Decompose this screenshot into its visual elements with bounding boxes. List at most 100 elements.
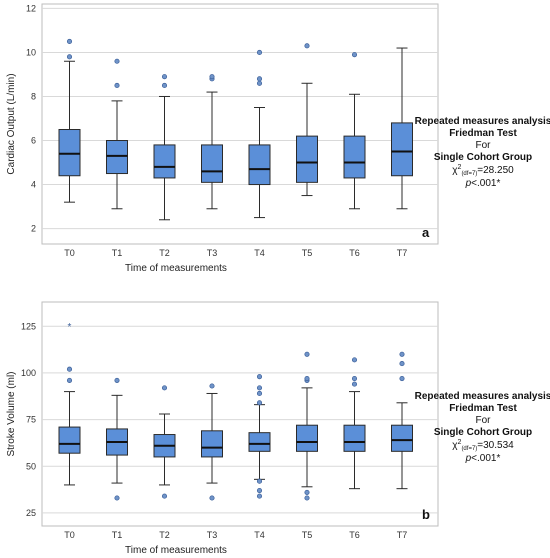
- outlier-point: [114, 82, 120, 89]
- boxplots: *: [58, 322, 413, 501]
- y-tick-labels: 2 4 6 8 10 12: [26, 3, 36, 233]
- x-tick-label: T3: [207, 248, 218, 258]
- y-axis-title: Cardiac Output (L/min): [6, 73, 17, 174]
- outlier-point: [161, 82, 168, 89]
- y-tick-labels: 25 50 75 100 125: [21, 321, 36, 518]
- boxplot-t0: [58, 38, 81, 203]
- outlier-point: [399, 361, 405, 367]
- outlier-point: [256, 400, 263, 406]
- outlier-point: [209, 495, 215, 501]
- outlier-point: [161, 74, 168, 80]
- outlier-point: [304, 495, 310, 501]
- box-iqr: [248, 144, 271, 186]
- box-iqr: [58, 426, 81, 454]
- outlier-point: [66, 38, 73, 44]
- outlier-point: [256, 493, 263, 499]
- chi-subscript: (df=7): [461, 171, 477, 177]
- x-tick-label: T1: [112, 248, 123, 258]
- y-tick-label: 6: [31, 136, 36, 146]
- y-tick-label: 100: [21, 368, 36, 378]
- stats-annotation: Repeated measures analysis Friedman Test…: [415, 391, 550, 464]
- chi-symbol: χ: [452, 440, 458, 451]
- box-iqr: [296, 135, 318, 183]
- panel-label: a: [422, 225, 430, 240]
- extreme-point: *: [68, 322, 72, 333]
- boxplot-t7: [391, 47, 413, 210]
- outlier-point: [161, 493, 168, 499]
- box-iqr: [58, 129, 81, 177]
- x-tick-label: T5: [302, 530, 313, 540]
- annotation-line: Single Cohort Group: [434, 427, 532, 438]
- statistic-line: χ2(df=7)=30.534: [452, 439, 514, 452]
- outlier-point: [304, 43, 310, 49]
- grid-lines: [42, 325, 438, 514]
- outlier-point: [304, 351, 310, 357]
- stats-annotation: Repeated measures analysis Friedman Test…: [415, 116, 550, 189]
- boxplot-t1: [106, 377, 128, 501]
- box-iqr: [153, 144, 176, 179]
- x-tick-label: T6: [349, 530, 360, 540]
- box-iqr: [201, 144, 223, 183]
- outlier-point: [351, 375, 358, 382]
- outlier-point: [114, 377, 120, 383]
- boxplot-t3: [201, 74, 223, 210]
- box-iqr: [391, 122, 413, 177]
- box-iqr: [201, 430, 223, 458]
- outlier-point: [66, 377, 73, 383]
- y-tick-label: 75: [26, 415, 36, 425]
- box-iqr: [343, 135, 366, 179]
- boxplots: [58, 38, 413, 221]
- outlier-point: [256, 385, 263, 391]
- p-text: <.001*: [471, 178, 500, 189]
- p-symbol: p: [465, 453, 472, 464]
- boxplot-t5: [296, 351, 318, 501]
- x-tick-label: T5: [302, 248, 313, 258]
- grid-lines: [42, 7, 438, 230]
- panel-b: 25 50 75 100 125 * T0 T1 T2 T3 T4 T5 T6 T7 Stroke V…: [6, 301, 550, 556]
- outlier-point: [114, 495, 120, 501]
- outlier-point: [256, 487, 263, 494]
- annotation-line: Repeated measures analysis: [415, 391, 550, 402]
- y-tick-label: 125: [21, 321, 36, 331]
- box-iqr: [391, 424, 413, 452]
- outlier-point: [351, 381, 358, 387]
- box-iqr: [296, 424, 318, 452]
- outlier-point: [66, 366, 73, 372]
- plot-frame: [41, 3, 439, 245]
- x-tick-label: T0: [64, 530, 75, 540]
- boxplot-t4: [248, 374, 271, 499]
- outlier-point: [304, 489, 310, 495]
- boxplot-t1: [106, 58, 128, 210]
- x-tick-label: T3: [207, 530, 218, 540]
- x-tick-label: T6: [349, 248, 360, 258]
- outlier-point: [256, 49, 263, 55]
- x-tick-labels: T0 T1 T2 T3 T4 T5 T6 T7: [64, 530, 407, 540]
- y-tick-label: 2: [31, 224, 36, 234]
- outlier-point: [351, 357, 358, 363]
- box-iqr: [343, 424, 366, 452]
- boxplot-t2: [153, 74, 176, 221]
- outlier-point: [114, 58, 120, 64]
- y-tick-label: 4: [31, 180, 36, 190]
- y-tick-label: 50: [26, 461, 36, 471]
- outlier-point: [351, 52, 358, 58]
- outlier-point: [256, 80, 263, 86]
- outlier-point: [209, 383, 215, 389]
- chi-value: =30.534: [477, 440, 514, 451]
- boxplot-t6: [343, 52, 366, 210]
- outlier-point: [256, 76, 263, 82]
- x-tick-label: T4: [254, 248, 265, 258]
- x-tick-label: T1: [112, 530, 123, 540]
- p-text: <.001*: [471, 453, 500, 464]
- boxplot-t5: [296, 43, 318, 197]
- panel-label: b: [422, 507, 430, 522]
- p-value: p<.001*: [465, 178, 501, 189]
- annotation-line: Single Cohort Group: [434, 152, 532, 163]
- x-axis-title: Time of measurements: [125, 263, 227, 274]
- annotation-line: For: [476, 140, 492, 151]
- outlier-point: [161, 385, 168, 391]
- p-symbol: p: [465, 178, 472, 189]
- x-tick-label: T2: [159, 530, 170, 540]
- y-tick-label: 8: [31, 91, 36, 101]
